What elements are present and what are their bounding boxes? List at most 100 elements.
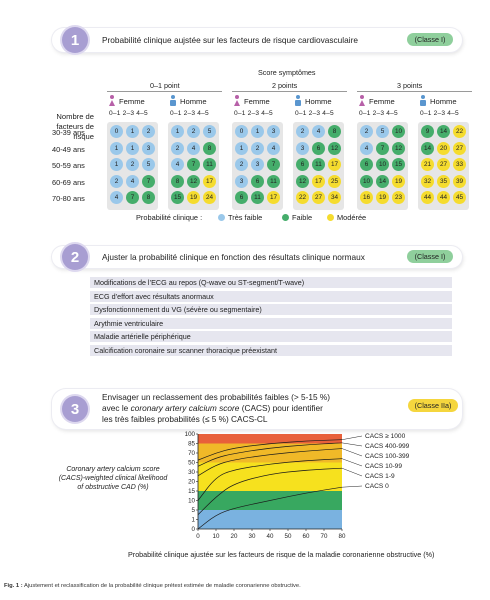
probability-cell: 4 (312, 125, 325, 138)
step3-box (52, 389, 462, 429)
condition-item: Calcification coronaire sur scanner thor… (90, 344, 452, 356)
y-tick-label: 10 (188, 498, 195, 505)
probability-cell: 32 (421, 174, 434, 188)
y-tick-label: 20 (188, 479, 195, 486)
x-tick-label: 80 (339, 533, 346, 540)
probability-cell: 3 (267, 125, 280, 138)
male-icon-body (295, 100, 301, 106)
probability-cell: 2 (142, 125, 155, 138)
series-label: CACS 10-99 (365, 463, 402, 470)
y-tick-label: 70 (188, 450, 195, 457)
probability-cell: 4 (126, 174, 139, 188)
age-row-label: 60-69 ans (52, 177, 85, 187)
probability-cell: 10 (392, 125, 405, 138)
probability-cell: 2 (235, 158, 248, 171)
probability-cell: 5 (376, 125, 389, 138)
point-group-line (232, 91, 347, 92)
step2-title: Ajuster la probabilité clinique en fonct… (102, 252, 365, 262)
probability-cell: 7 (126, 191, 139, 204)
male-icon-body (420, 100, 426, 106)
cacs-curve (197, 442, 343, 467)
probability-cell: 7 (187, 158, 200, 171)
probability-cell: 34 (328, 191, 341, 204)
series-label: CACS 400-999 (365, 443, 410, 450)
probability-cell: 19 (376, 191, 389, 204)
probability-cell: 5 (142, 158, 155, 171)
probability-cell: 24 (203, 191, 216, 204)
point-group-line (107, 91, 222, 92)
legend-dot (327, 214, 334, 221)
male-icon-head (421, 95, 425, 99)
probability-cell: 2 (296, 125, 309, 138)
probability-cell: 11 (251, 191, 264, 204)
probability-cell: 6 (360, 158, 373, 171)
legend-label: Très faible (228, 213, 263, 222)
series-label: CACS 0 (365, 483, 389, 490)
probability-cell: 17 (267, 191, 280, 204)
condition-item: ECG d’effort avec résultats anormaux (90, 290, 452, 302)
step1-box (52, 28, 462, 52)
step1-title: Probabilité clinique aujstée sur les fac… (102, 35, 358, 45)
risk-factor-col-header: 0–1 2–3 4–5 (234, 110, 273, 117)
probability-cell: 19 (392, 174, 405, 188)
age-row-label: 40-49 ans (52, 144, 85, 154)
y-tick-label: 15 (188, 488, 195, 495)
probability-cell: 1 (110, 141, 123, 155)
condition-item: Arythmie ventriculaire (90, 317, 452, 329)
probability-cell: 7 (267, 158, 280, 171)
chart-xlabel: Probabilité clinique ajustée sur les fac… (128, 550, 435, 559)
probability-cell: 1 (251, 125, 264, 138)
probability-cell: 12 (187, 174, 200, 188)
risk-factor-col-header: 0–1 2–3 4–5 (170, 110, 209, 117)
female-icon-head (235, 95, 239, 99)
legend-title: Probabilité clinique : (136, 213, 203, 222)
probability-cell: 11 (267, 174, 280, 188)
probability-cell: 45 (453, 191, 466, 204)
probability-cell: 44 (437, 191, 450, 204)
step1-class-badge: (Classe I) (407, 33, 453, 46)
probability-cell: 10 (376, 158, 389, 171)
probability-cell: 15 (392, 158, 405, 171)
probability-cell: 8 (328, 125, 341, 138)
step3-title-line-2: avec le coronary artery calcium score (C… (102, 403, 323, 413)
probability-cell: 6 (312, 141, 325, 155)
probability-cell: 8 (171, 174, 184, 188)
step2-box (52, 246, 462, 268)
probability-cell: 1 (126, 141, 139, 155)
cacs-curve (197, 439, 343, 461)
point-group-label: 0–1 point (150, 81, 180, 90)
sex-label: Homme (430, 97, 457, 106)
x-tick-label: 60 (303, 533, 310, 540)
row-header-label: Nombre de facteurs de risque (56, 112, 94, 141)
point-group-label: 2 points (272, 81, 298, 90)
series-leader-line (341, 467, 363, 477)
legend-dot (282, 214, 289, 221)
probability-band (198, 443, 342, 463)
step2-number: 2 (62, 244, 88, 270)
probability-cell: 2 (171, 141, 184, 155)
probability-cell: 22 (296, 191, 309, 204)
probability-cell: 10 (360, 174, 373, 188)
legend-dot (218, 214, 225, 221)
step3-class-badge: (Classe IIa) (408, 399, 458, 412)
probability-cell: 1 (110, 158, 123, 171)
probability-cell: 3 (142, 141, 155, 155)
probability-cell: 3 (235, 174, 248, 188)
score-symptomes-title: Score symptômes (258, 68, 316, 77)
risk-factor-col-header: 0–1 2–3 4–5 (295, 110, 334, 117)
risk-factor-col-header: 0–1 2–3 4–5 (109, 110, 148, 117)
series-label: CACS 1-9 (365, 473, 395, 480)
probability-cell: 12 (392, 141, 405, 155)
age-row-label: 30-39 ans (52, 128, 85, 137)
probability-band (198, 434, 342, 444)
probability-cell: 14 (421, 141, 434, 155)
probability-cell: 4 (360, 141, 373, 155)
condition-item: Dysfonctionnnement du VG (sévère ou segm… (90, 304, 452, 315)
probability-cell: 6 (235, 191, 248, 204)
probability-cell: 0 (235, 125, 248, 138)
probability-cell: 2 (360, 125, 373, 138)
probability-cell: 2 (187, 125, 200, 138)
step3-title-line-1: Envisager un reclassement des probabilit… (102, 392, 331, 402)
y-tick-label: 5 (192, 507, 196, 514)
probability-band (198, 510, 342, 529)
